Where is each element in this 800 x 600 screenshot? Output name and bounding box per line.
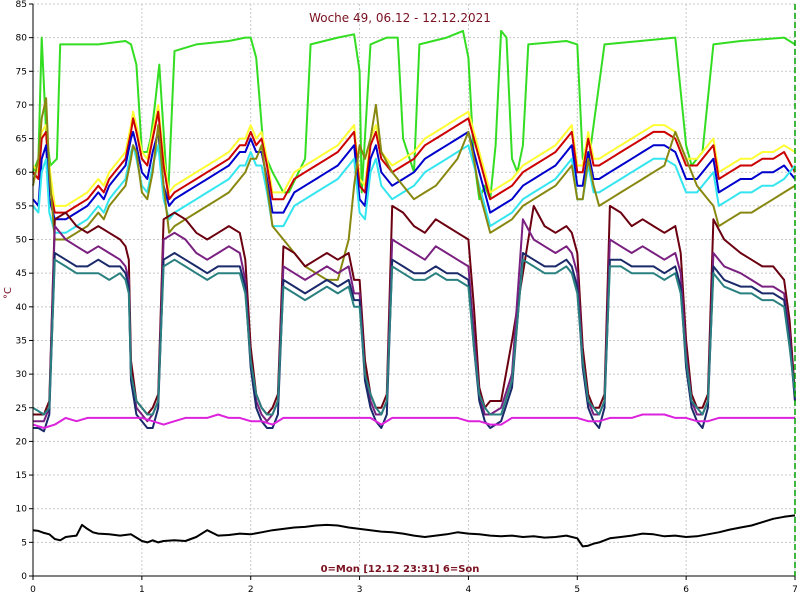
y-tick-label: 30 [16, 370, 28, 380]
y-tick-label: 20 [16, 437, 28, 447]
series-line-11 [32, 413, 795, 429]
y-tick-label: 55 [16, 202, 27, 212]
axes [29, 3, 796, 580]
y-tick-label: 5 [21, 538, 27, 548]
y-tick-label: 60 [16, 168, 28, 178]
y-tick-label: 10 [16, 505, 28, 515]
x-tick-label: 4 [466, 585, 472, 595]
y-tick-label: 65 [16, 135, 27, 145]
y-axis-label: °C [3, 287, 14, 299]
y-tick-label: 80 [16, 34, 28, 44]
series-line-12 [32, 514, 796, 548]
y-tick-label: 45 [16, 269, 27, 279]
y-tick-label: 0 [21, 572, 27, 582]
x-tick-label: 2 [248, 585, 254, 595]
x-tick-label: 7 [792, 585, 798, 595]
y-tick-label: 40 [16, 303, 28, 313]
y-tick-label: 50 [16, 236, 28, 246]
y-tick-label: 85 [16, 0, 27, 10]
x-tick-label: 6 [683, 585, 689, 595]
x-tick-label: 3 [357, 585, 363, 595]
x-tick-label: 0 [30, 585, 36, 595]
series-line-10 [32, 258, 796, 416]
data-series [32, 29, 796, 548]
y-tick-label: 35 [16, 336, 27, 346]
x-tick-label: 5 [574, 585, 580, 595]
y-tick-label: 15 [16, 471, 27, 481]
x-axis-label: 0=Mon [12.12 23:31] 6=Son [321, 564, 480, 575]
series-line-4 [32, 130, 796, 221]
y-tick-label: 70 [16, 101, 28, 111]
y-tick-label: 75 [16, 67, 27, 77]
series-line-6 [32, 97, 796, 281]
series-line-3 [32, 110, 796, 214]
x-tick-label: 1 [139, 585, 145, 595]
chart-title: Woche 49, 06.12 - 12.12.2021 [309, 11, 491, 25]
y-tick-label: 25 [16, 404, 27, 414]
